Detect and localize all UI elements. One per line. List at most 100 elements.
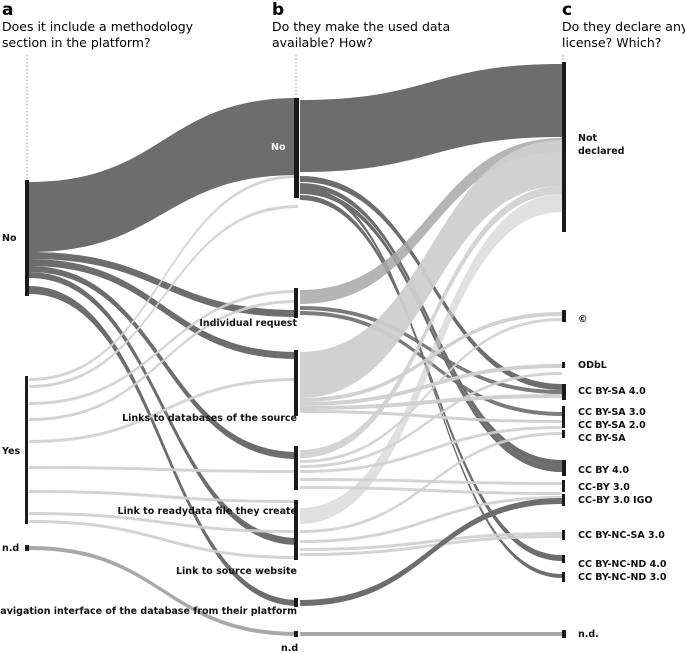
flow-b-to-c: [300, 496, 562, 543]
flow-b-to-c: [300, 186, 562, 458]
column-b-header: b Do they make the used data available? …: [272, 0, 450, 50]
column-question: Does it include a methodology: [2, 19, 194, 34]
column-letter: b: [272, 0, 284, 20]
flow-b-to-c: [300, 64, 562, 172]
flow-a-to-b: [29, 252, 298, 317]
node-bar: [294, 98, 299, 198]
flow-b-to-c: [300, 372, 562, 468]
node-label-b-source-website: Link to source website: [176, 566, 297, 577]
flow-b-to-c: [300, 426, 562, 473]
node-bar: [25, 376, 28, 524]
flow-a-to-b: [29, 512, 298, 533]
flow-b-to-c: [300, 186, 562, 578]
flow-b-to-c: [300, 535, 562, 556]
node-label-c-cc-by-nc-nd-4: CC BY-NC-ND 4.0: [578, 559, 667, 570]
flow-b-to-c: [300, 138, 562, 304]
node-label-b-links-databases: Links to databases of the source: [122, 413, 297, 424]
node-bar: [562, 62, 566, 232]
flow-a-to-b: [29, 286, 298, 606]
flow-a-to-b: [29, 546, 298, 636]
flow-b-to-c: [300, 410, 562, 423]
node-label-c-odbl: ODbL: [578, 360, 607, 371]
node-label-c-cc-by-sa-2: CC BY-SA 2.0: [578, 420, 646, 431]
flow-a-to-b: [29, 466, 298, 473]
node-label-c-cc-by-nc-nd-3: CC BY-NC-ND 3.0: [578, 572, 667, 583]
node-bar: [562, 310, 566, 322]
node-bar: [294, 598, 298, 607]
node-bar: [25, 545, 29, 551]
node-label-c-cc-by-sa: CC BY-SA: [578, 433, 626, 444]
node-bar: [562, 572, 565, 582]
node-bar: [294, 446, 298, 490]
flow-a-to-b: [29, 175, 298, 381]
flow-b-to-c: [300, 532, 562, 551]
flow-a-to-b: [29, 98, 298, 252]
node-label-c-cc-by-3: CC-BY 3.0: [578, 482, 630, 493]
node-label-a-nd: n.d: [2, 543, 19, 554]
node-label-c-cc-by-nc-sa-3: CC BY-NC-SA 3.0: [578, 530, 665, 541]
flows: [29, 64, 562, 636]
node-bar: [562, 430, 565, 438]
flow-b-to-c: [300, 394, 562, 410]
node-label-c-nd: n.d.: [578, 629, 599, 640]
flow-b-to-c: [300, 364, 562, 406]
node-bar: [562, 480, 565, 492]
flow-a-to-b: [29, 378, 298, 443]
node-bar: [562, 460, 566, 476]
node-bar: [294, 500, 298, 560]
column-letter: a: [2, 0, 13, 20]
node-label-b-readydata: Link to readydata file they create: [117, 506, 297, 517]
column-letter: c: [562, 0, 572, 20]
node-label-c-not-declared: Not: [578, 133, 597, 144]
node-label-c-cc-by-4: CC BY 4.0: [578, 465, 629, 476]
flow-b-to-c: [300, 189, 562, 472]
node-bar: [294, 631, 298, 637]
flow-b-to-c: [300, 195, 562, 561]
column-c-header: c Do they declare any license? Which?: [562, 0, 685, 50]
flow-b-to-c: [300, 194, 562, 524]
node-bar: [562, 630, 566, 638]
column-question: section in the platform?: [2, 35, 151, 50]
flow-b-to-c: [300, 306, 562, 394]
flow-b-to-c: [300, 632, 562, 636]
flow-a-to-b: [29, 300, 298, 421]
flow-a-to-b: [29, 290, 298, 405]
node-label-b-nd: n.d: [281, 643, 298, 653]
column-question: license? Which?: [562, 35, 661, 50]
flow-b-to-c: [300, 140, 562, 398]
flow-a-to-b: [29, 266, 298, 459]
node-bar: [562, 555, 565, 563]
column-question: available? How?: [272, 35, 373, 50]
flow-b-to-c: [300, 318, 562, 463]
node-bar: [562, 362, 565, 368]
node-label-c-not-declared: declared: [578, 146, 624, 157]
node-bar: [294, 288, 298, 318]
node-label-b-no: No: [271, 142, 286, 153]
node-label-b-individual-request: Individual request: [199, 318, 297, 329]
node-bar: [562, 530, 565, 540]
flow-a-to-b: [29, 205, 298, 388]
node-label-a-no: No: [2, 233, 17, 244]
flow-a-to-b: [29, 520, 298, 559]
node-bar: [25, 180, 29, 296]
flow-b-to-c: [300, 498, 562, 606]
node-bar: [294, 350, 298, 416]
node-label-c-copyright: ©: [578, 314, 588, 325]
column-a-header: a Does it include a methodology section …: [2, 0, 194, 50]
node-bar: [562, 384, 566, 400]
node-label-c-cc-by-sa-3: CC BY-SA 3.0: [578, 407, 646, 418]
node-bar: [562, 406, 565, 420]
node-label-b-navigation: Navigation interface of the database fro…: [0, 606, 297, 617]
node-bar: [562, 420, 565, 428]
node-label-c-cc-by-3-igo: CC-BY 3.0 IGO: [578, 495, 653, 506]
flow-a-to-b: [29, 259, 298, 359]
node-bars: [25, 62, 566, 638]
flow-a-to-b: [29, 272, 298, 545]
column-question: Do they make the used data: [272, 19, 450, 34]
flow-b-to-c: [300, 486, 562, 495]
column-question: Do they declare any: [562, 19, 685, 34]
flow-b-to-c: [300, 432, 562, 533]
node-label-c-cc-by-sa-4: CC BY-SA 4.0: [578, 386, 646, 397]
flow-a-to-b: [29, 490, 298, 503]
